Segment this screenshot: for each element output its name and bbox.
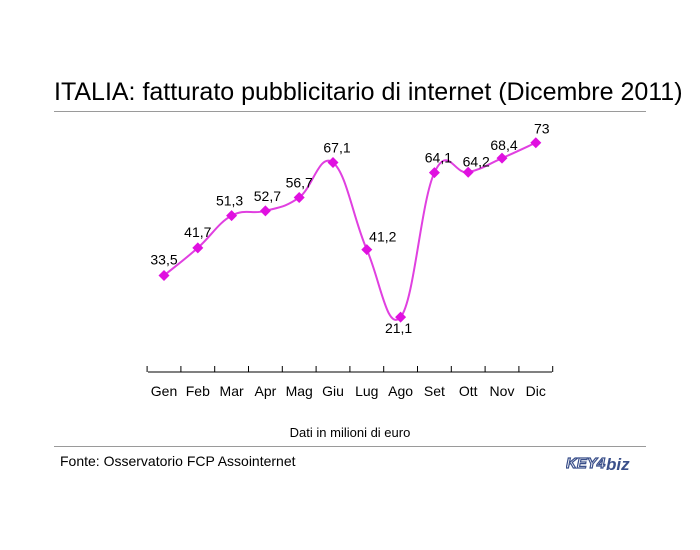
data-point-set [428, 167, 440, 179]
x-tick-label-ott: Ott [459, 383, 478, 399]
data-label-apr: 52,7 [254, 188, 281, 204]
x-tick-label-giu: Giu [322, 383, 344, 399]
data-label-gen: 33,5 [150, 251, 177, 267]
x-axis: Gen Feb Mar Apr Mag Giu Lug Ago Set Ott Nov Dic [146, 366, 554, 399]
x-tick-label-set: Set [424, 383, 445, 399]
logo-biz-text: biz [606, 455, 630, 474]
data-point-feb [192, 242, 204, 254]
footer-divider [54, 446, 646, 447]
data-point-gen [158, 269, 170, 281]
data-label-nov: 68,4 [490, 137, 517, 153]
data-point-giu [327, 157, 339, 169]
data-label-set: 64,1 [425, 150, 452, 166]
source-note: Fonte: Osservatorio FCP Assointernet [60, 453, 296, 469]
data-label-giu: 67,1 [323, 140, 350, 156]
x-tick-label-mar: Mar [220, 383, 244, 399]
data-label-mag: 56,7 [286, 174, 313, 190]
x-tick-label-dic: Dic [526, 383, 546, 399]
data-point-apr [259, 205, 271, 217]
data-point-lug [361, 244, 373, 256]
key4biz-logo: KEY4 biz [566, 454, 630, 474]
title-divider [54, 111, 646, 112]
x-tick-label-ago: Ago [388, 383, 413, 399]
x-tick-label-apr: Apr [255, 383, 277, 399]
x-tick-label-mag: Mag [286, 383, 313, 399]
data-point-ago [395, 311, 407, 323]
chart-title: ITALIA: fatturato pubblicitario di inter… [54, 78, 683, 106]
data-label-ago: 21,1 [385, 320, 412, 336]
data-label-dic: 73 [534, 121, 550, 137]
logo-key-text: KEY4 [566, 455, 606, 472]
data-label-lug: 41,2 [369, 229, 396, 245]
data-point-mar [226, 210, 238, 222]
x-tick-label-nov: Nov [490, 383, 515, 399]
data-point-ott [462, 166, 474, 178]
data-point-layer [158, 137, 542, 323]
x-tick-label-lug: Lug [355, 383, 378, 399]
data-label-feb: 41,7 [184, 224, 211, 240]
x-tick-label-gen: Gen [151, 383, 177, 399]
axis-caption: Dati in milioni di euro [289, 425, 411, 440]
x-tick-label-feb: Feb [186, 383, 210, 399]
data-label-mar: 51,3 [216, 193, 243, 209]
data-point-nov [496, 152, 508, 164]
line-chart: Gen Feb Mar Apr Mag Giu Lug Ago Set Ott Nov Dic 33,… [146, 121, 554, 399]
data-point-dic [530, 137, 542, 149]
data-label-layer: 33,5 41,7 51,3 52,7 56,7 67,1 41,2 21,1 64,1 64,2… [150, 121, 549, 336]
data-label-ott: 64,2 [463, 153, 490, 169]
data-point-mag [293, 191, 305, 203]
